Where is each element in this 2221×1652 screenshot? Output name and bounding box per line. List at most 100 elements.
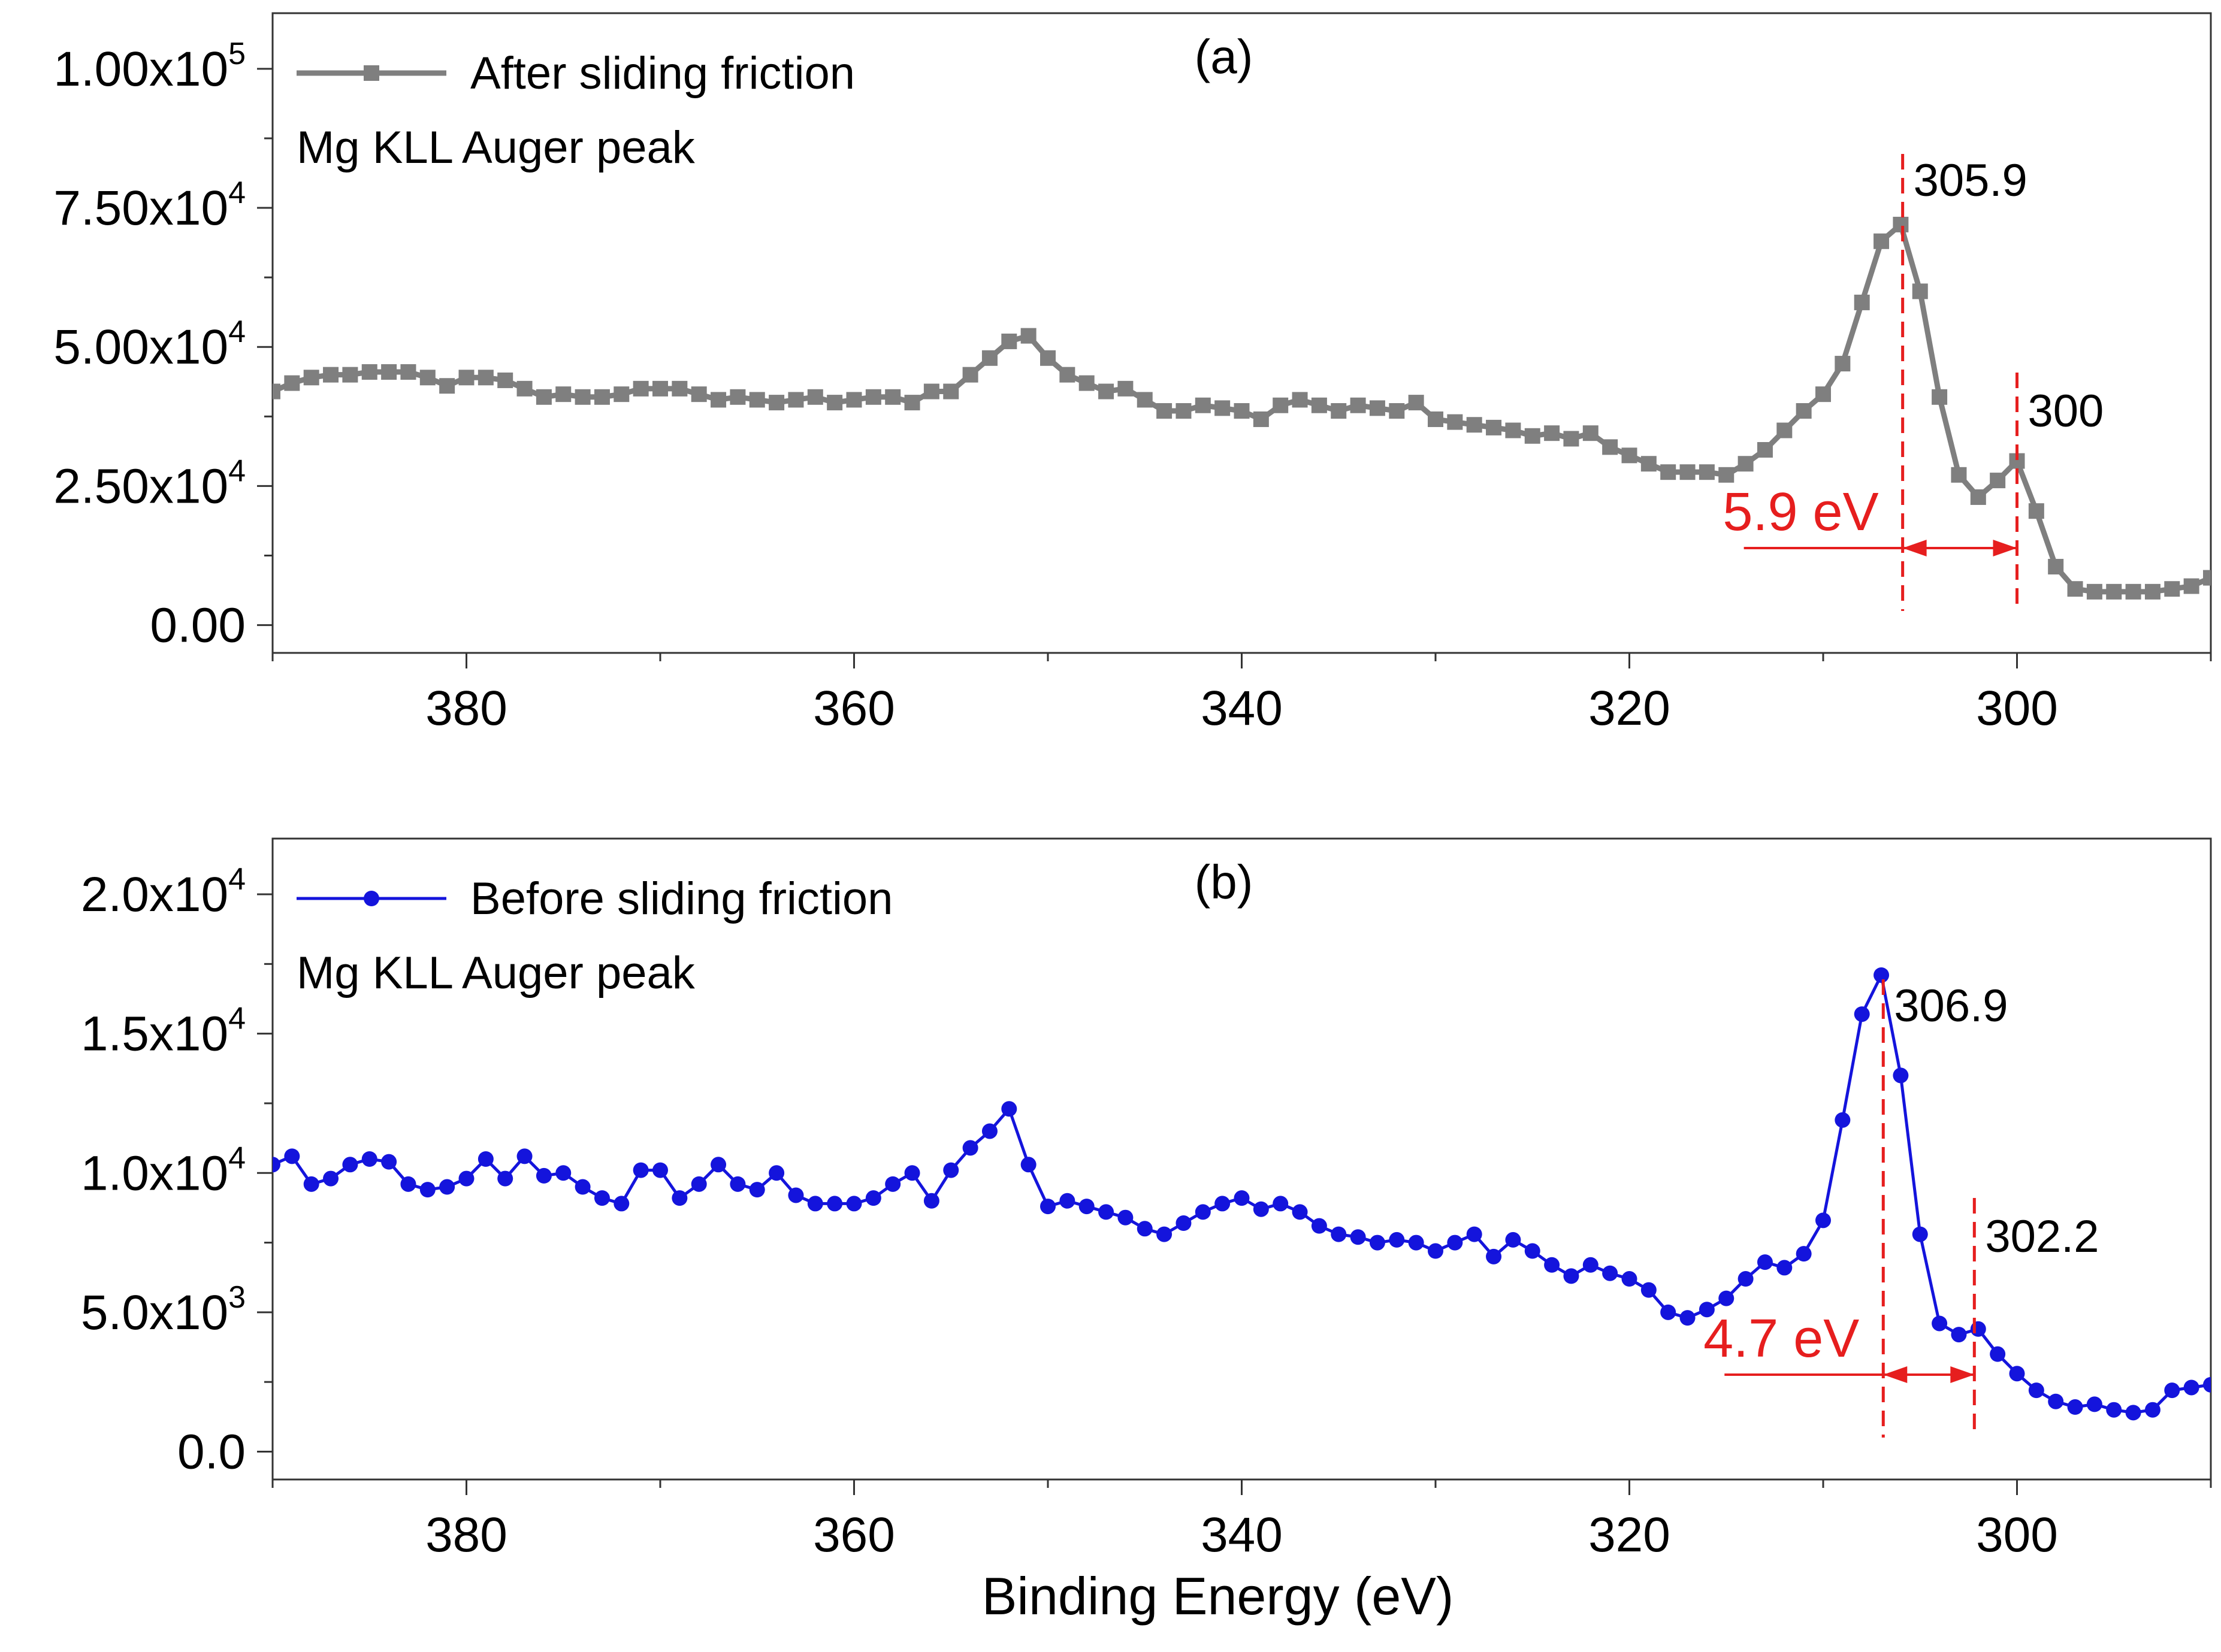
panel-a: 380 360 340 320 300 0.00 2.50x104 5.00x104 7.50x…	[53, 12, 2212, 736]
data-point	[1563, 431, 1579, 447]
series-b	[273, 967, 2211, 1421]
data-point	[1737, 456, 1754, 472]
peak-annotation: Mg KLL Auger peak	[297, 122, 696, 173]
data-point	[1408, 1235, 1424, 1251]
x-tick-label: 320	[1588, 681, 1670, 736]
data-point	[2125, 583, 2141, 600]
data-point	[1602, 1265, 1618, 1281]
data-point	[1292, 392, 1308, 408]
data-point	[1292, 1204, 1308, 1220]
data-point	[342, 1157, 358, 1173]
data-point	[1854, 294, 1870, 310]
data-point	[2164, 581, 2180, 597]
data-point	[1020, 1157, 1037, 1173]
data-point	[943, 1162, 959, 1178]
data-point	[691, 386, 707, 403]
data-point	[1699, 464, 1715, 480]
legend-marker	[364, 891, 379, 906]
data-point	[555, 1165, 572, 1181]
data-point	[1757, 442, 1773, 458]
data-point	[1001, 333, 1017, 349]
peak-value-label: 300	[2028, 386, 2104, 437]
data-point	[2048, 1393, 2064, 1409]
data-point	[1078, 375, 1095, 391]
data-point	[323, 367, 339, 383]
data-point	[536, 1167, 552, 1184]
data-point	[381, 364, 397, 380]
data-point	[769, 395, 785, 411]
data-point	[1098, 383, 1114, 400]
data-point	[1156, 403, 1173, 419]
data-point	[1505, 422, 1521, 438]
data-point	[1640, 456, 1657, 472]
data-point	[594, 389, 610, 405]
data-point	[846, 1196, 862, 1212]
data-point	[2086, 1396, 2102, 1412]
data-point	[1098, 1204, 1114, 1220]
data-point	[1214, 1196, 1231, 1212]
data-point	[1078, 1199, 1095, 1215]
data-point	[1117, 1209, 1134, 1226]
legend-label: Before sliding friction	[470, 873, 893, 924]
data-point	[284, 1148, 300, 1164]
data-point	[1466, 417, 1482, 433]
data-point	[1447, 1235, 1463, 1251]
data-point	[1195, 397, 1211, 413]
y-tick-label: 1.5x104	[81, 1002, 246, 1061]
data-point	[1932, 1315, 1948, 1332]
data-point	[323, 1170, 339, 1187]
data-point	[1621, 447, 1637, 464]
x-tick-label: 340	[1201, 1508, 1283, 1562]
data-point	[1040, 350, 1056, 366]
data-point	[458, 1170, 475, 1187]
data-point	[1117, 380, 1134, 397]
data-point	[1428, 1243, 1443, 1259]
data-point	[711, 1157, 727, 1173]
data-point	[1912, 283, 1928, 299]
data-point	[1486, 1248, 1502, 1264]
data-point	[1621, 1271, 1637, 1287]
data-point	[1544, 1257, 1560, 1273]
data-point	[1970, 1321, 1986, 1337]
data-point	[1640, 1282, 1657, 1298]
data-point	[555, 386, 572, 403]
data-point	[400, 1176, 416, 1192]
data-point	[1932, 389, 1948, 405]
data-point	[1389, 1232, 1405, 1248]
data-point	[1486, 419, 1502, 435]
data-point	[1582, 425, 1598, 441]
data-point	[1234, 403, 1250, 419]
data-point	[1679, 464, 1696, 480]
data-point	[1311, 1218, 1327, 1234]
data-point	[2183, 578, 2199, 594]
data-point	[1369, 1235, 1385, 1251]
arrow-head-right	[1993, 540, 2017, 556]
data-point	[419, 1182, 436, 1198]
data-point	[516, 1148, 533, 1164]
data-point	[827, 1196, 843, 1212]
data-point	[1214, 400, 1231, 416]
data-point	[478, 1151, 494, 1167]
data-point	[865, 389, 881, 405]
data-point	[2125, 1405, 2141, 1421]
data-point	[458, 370, 475, 386]
data-point	[1990, 1346, 2006, 1362]
data-point	[1059, 367, 1075, 383]
data-point	[1389, 403, 1405, 419]
data-point	[575, 389, 591, 405]
data-point	[2067, 1399, 2083, 1415]
data-point	[1990, 473, 2006, 489]
legend-marker	[364, 65, 379, 81]
data-point	[672, 380, 688, 397]
y-tick-label: 5.0x103	[81, 1280, 246, 1340]
data-point	[1951, 467, 1967, 483]
data-point	[1156, 1226, 1173, 1242]
data-point	[1428, 411, 1443, 427]
y-tick-label: 2.0x104	[81, 862, 246, 922]
data-point	[1544, 425, 1560, 441]
x-tick-label: 300	[1976, 681, 2058, 736]
data-point	[575, 1179, 591, 1195]
data-point	[807, 389, 823, 405]
data-point	[2086, 583, 2102, 600]
